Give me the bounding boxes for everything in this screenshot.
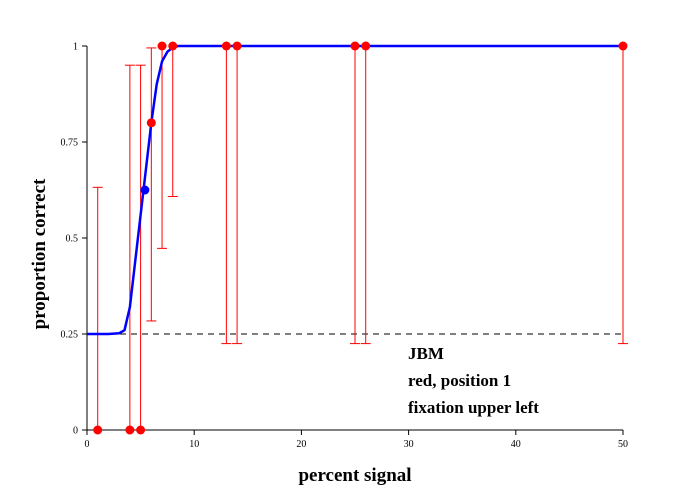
fit-curve-group [87, 44, 623, 336]
annotation-fixation: fixation upper left [408, 398, 539, 417]
x-tick-label: 20 [296, 439, 306, 450]
x-tick-label: 50 [618, 439, 628, 450]
error-bar [135, 64, 146, 430]
annotation-subject: JBM [408, 344, 444, 363]
error-bars [92, 46, 628, 430]
data-point [168, 41, 178, 51]
data-point [136, 425, 146, 435]
error-bar [360, 46, 371, 345]
error-bar [124, 64, 135, 430]
threshold-point [140, 185, 150, 195]
y-tick-label: 0.75 [61, 138, 79, 149]
y-tick-label: 0.25 [61, 330, 79, 341]
data-point [125, 425, 135, 435]
data-point [221, 41, 231, 51]
data-point [232, 41, 242, 51]
error-bar [232, 46, 243, 345]
data-point [350, 41, 360, 51]
error-bar [167, 46, 178, 198]
data-point [157, 41, 167, 51]
error-bar [221, 46, 232, 345]
data-points [93, 41, 628, 435]
data-point [146, 118, 156, 128]
error-bar [350, 46, 360, 345]
y-tick-label: 0.5 [66, 234, 79, 245]
x-axis-label: percent signal [298, 465, 411, 486]
x-tick-label: 10 [189, 439, 199, 450]
error-bar [618, 46, 628, 345]
x-tick-label: 0 [85, 439, 90, 450]
data-point [618, 41, 628, 51]
error-bar [92, 186, 103, 430]
labels: percent signal proportion correct JBM re… [29, 178, 539, 486]
y-tick-label: 1 [73, 42, 78, 53]
annotation-condition: red, position 1 [408, 371, 511, 390]
error-bar [157, 46, 168, 249]
y-axis-label: proportion correct [29, 178, 50, 329]
error-bar [146, 47, 157, 322]
data-point [361, 41, 371, 51]
x-tick-label: 40 [511, 439, 521, 450]
y-tick-label: 0 [73, 426, 78, 437]
x-tick-label: 30 [404, 439, 414, 450]
fit-curve [87, 44, 623, 336]
data-point [93, 425, 103, 435]
